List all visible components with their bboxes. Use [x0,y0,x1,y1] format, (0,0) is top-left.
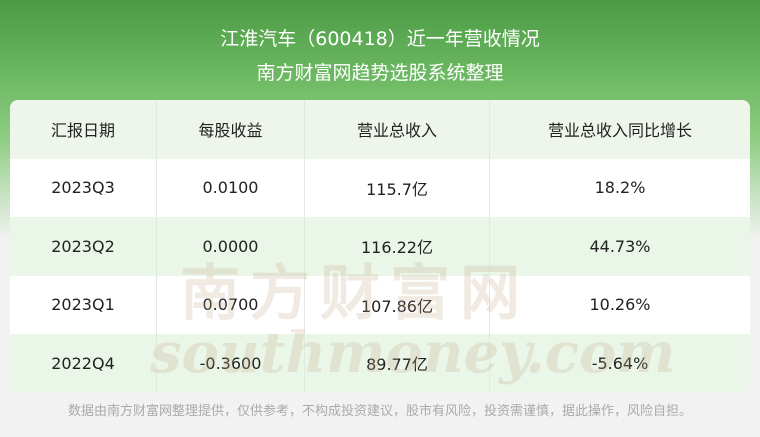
table-cell: 115.7亿 [305,158,490,217]
table-row: 2022Q4 -0.3600 89.77亿 -5.64% [10,334,750,393]
table-cell: 44.73% [589,236,651,256]
subtitle: 南方财富网趋势选股系统整理 [256,62,504,84]
table-cell: 18.2% [594,178,646,198]
title: 江淮汽车（600418）近一年营收情况 [220,28,540,50]
footer-note: 数据由南方财富网整理提供，仅供参考，不构成投资建议，股市有风险，投资需谨慎，据此… [67,404,692,419]
column-header: 营业总收入同比增长 [547,121,692,141]
table-cell: 116.22亿 [305,217,490,276]
table-cell: 107.86亿 [305,275,490,334]
table-cell: 0.0100 [157,158,305,217]
table-cell: -5.64% [591,353,649,373]
table-cell: 0.0000 [157,217,305,276]
table-cell: -0.3600 [157,334,305,393]
table-cell: 2023Q3 [10,158,157,217]
table-cell: 89.77亿 [305,334,490,393]
table-row: 汇报日期 每股收益 营业总收入 营业总收入同比增长 [10,100,750,159]
table-cell: 2022Q4 [10,334,157,393]
table-row: 2023Q3 0.0100 115.7亿 18.2% [10,158,750,217]
column-header: 营业总收入 [305,100,490,159]
column-header: 每股收益 [157,100,305,159]
table: 汇报日期 每股收益 营业总收入 营业总收入同比增长 2023Q3 0.0100 115.7亿… [10,100,750,393]
table-row: 2023Q2 0.0000 116.22亿 44.73% [10,217,750,276]
table-cell: 2023Q1 [10,275,157,334]
column-header: 汇报日期 [10,100,157,159]
table-cell: 0.0700 [157,275,305,334]
table-cell: 10.26% [589,295,651,315]
table-cell: 2023Q2 [10,217,157,276]
table-row: 2023Q1 0.0700 107.86亿 10.26% [10,275,750,334]
